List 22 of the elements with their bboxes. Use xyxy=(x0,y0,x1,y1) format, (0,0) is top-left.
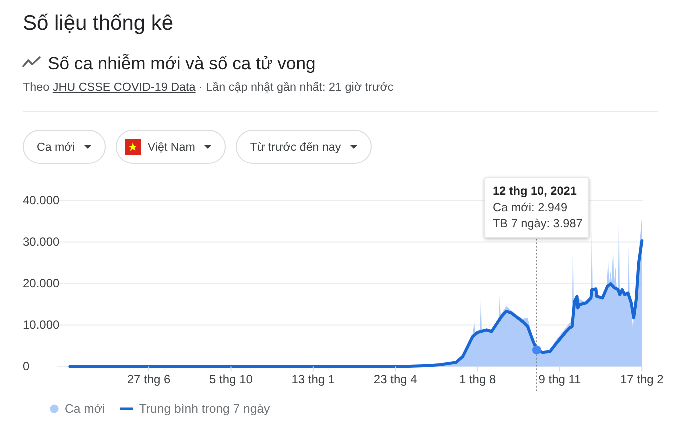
ref-line-label: 12 thg 10, 2021 Ca mới: 2.949 TB 7 ngày: 3.987 xyxy=(492,184,583,231)
dropdown: Ca mới xyxy=(23,130,106,164)
x-tick-label: 5 thg 10 xyxy=(210,372,254,387)
chart-subtitle: Số ca nhiễm mới và số ca tử vong xyxy=(48,54,316,74)
y-tick-label: 20.000 xyxy=(23,276,60,291)
chart-title: Số liệu thống kê xyxy=(23,12,174,35)
text: Theo JHU CSSE COVID-19 Data · Lần cập nhật gần nhất: 21 giờ trước xyxy=(23,81,394,94)
x-tick-label: 9 thg 11 xyxy=(538,372,582,387)
x-tick-label: 23 thg 4 xyxy=(374,372,418,387)
legend-label: Ca mới xyxy=(65,402,106,416)
dropdown: Việt Nam xyxy=(116,130,226,164)
x-tick-label: 1 thg 8 xyxy=(459,372,496,387)
line-series xyxy=(68,239,644,368)
y-tick-label: 40.000 xyxy=(23,194,60,208)
y-tick-label: 10.000 xyxy=(23,318,60,332)
x-tick-label: 27 thg 6 xyxy=(127,372,172,387)
x-tick-label: 13 thg 1 xyxy=(292,372,336,387)
y-tick-label: 0 xyxy=(23,360,30,374)
legend-label: Trung bình trong 7 ngày xyxy=(139,402,272,416)
x-tick-label: 17 thg 2 xyxy=(620,372,664,387)
y-tick-label: 30.000 xyxy=(23,235,60,250)
dropdown: Từ trước đến nay xyxy=(236,130,372,164)
